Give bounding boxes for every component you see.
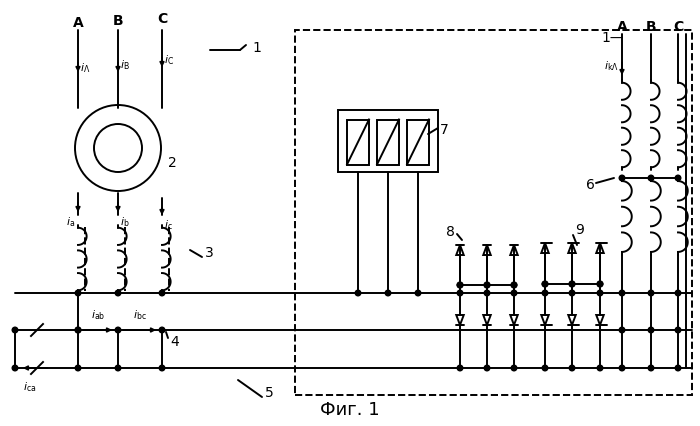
Circle shape xyxy=(676,365,681,371)
Circle shape xyxy=(569,365,575,371)
Circle shape xyxy=(457,365,463,371)
Text: C: C xyxy=(673,20,683,34)
Circle shape xyxy=(676,175,681,181)
Circle shape xyxy=(511,282,517,288)
Circle shape xyxy=(484,282,490,288)
Circle shape xyxy=(484,365,490,371)
Circle shape xyxy=(648,365,654,371)
Circle shape xyxy=(597,290,603,296)
Circle shape xyxy=(484,282,490,288)
Circle shape xyxy=(569,281,575,287)
Circle shape xyxy=(484,290,490,296)
Text: $i_\mathrm{k\Lambda}$: $i_\mathrm{k\Lambda}$ xyxy=(604,59,619,73)
Circle shape xyxy=(75,290,80,296)
Circle shape xyxy=(12,327,18,333)
Circle shape xyxy=(676,290,681,296)
Circle shape xyxy=(542,281,548,287)
Text: Фиг. 1: Фиг. 1 xyxy=(320,401,380,419)
Text: $i_\Lambda$: $i_\Lambda$ xyxy=(80,61,90,75)
Text: A: A xyxy=(617,20,627,34)
Circle shape xyxy=(569,290,575,296)
Text: 4: 4 xyxy=(170,335,178,349)
Bar xyxy=(338,110,438,172)
Text: 7: 7 xyxy=(440,123,449,137)
Circle shape xyxy=(159,290,164,296)
Bar xyxy=(377,120,399,164)
Text: $i_\mathrm{a}$: $i_\mathrm{a}$ xyxy=(66,215,75,229)
Circle shape xyxy=(597,281,603,287)
Circle shape xyxy=(597,281,603,287)
Text: 9: 9 xyxy=(575,223,584,237)
Text: C: C xyxy=(157,12,167,26)
Circle shape xyxy=(457,290,463,296)
Circle shape xyxy=(116,327,121,333)
Circle shape xyxy=(676,327,681,333)
Circle shape xyxy=(12,365,18,371)
Circle shape xyxy=(457,282,463,288)
Text: 3: 3 xyxy=(205,246,214,260)
Text: 1—: 1— xyxy=(601,31,624,45)
Circle shape xyxy=(542,281,548,287)
Circle shape xyxy=(116,365,121,371)
Text: B: B xyxy=(645,20,657,34)
Circle shape xyxy=(511,290,517,296)
Circle shape xyxy=(75,327,80,333)
Circle shape xyxy=(355,290,360,296)
Circle shape xyxy=(159,365,164,371)
Circle shape xyxy=(620,290,625,296)
Circle shape xyxy=(159,327,164,333)
Text: 2: 2 xyxy=(168,156,176,170)
Circle shape xyxy=(620,365,625,371)
Text: 5: 5 xyxy=(265,386,274,400)
Circle shape xyxy=(648,290,654,296)
Text: A: A xyxy=(73,16,83,30)
Circle shape xyxy=(457,282,463,288)
Circle shape xyxy=(385,290,391,296)
Circle shape xyxy=(569,281,575,287)
Circle shape xyxy=(75,327,80,333)
Circle shape xyxy=(597,365,603,371)
Text: $i_\mathrm{B}$: $i_\mathrm{B}$ xyxy=(120,58,130,72)
Circle shape xyxy=(116,290,121,296)
Circle shape xyxy=(620,327,625,333)
Bar xyxy=(347,120,369,164)
Circle shape xyxy=(511,282,517,288)
Text: $i_\mathrm{bc}$: $i_\mathrm{bc}$ xyxy=(133,308,147,322)
Circle shape xyxy=(415,290,421,296)
Text: 1: 1 xyxy=(252,41,261,55)
Text: $i_\mathrm{ab}$: $i_\mathrm{ab}$ xyxy=(91,308,105,322)
Text: 6: 6 xyxy=(586,178,595,192)
Circle shape xyxy=(648,175,654,181)
Text: $i_\mathrm{b}$: $i_\mathrm{b}$ xyxy=(120,215,130,229)
Circle shape xyxy=(648,327,654,333)
Circle shape xyxy=(620,175,625,181)
Text: B: B xyxy=(113,14,123,28)
Circle shape xyxy=(511,365,517,371)
Text: 8: 8 xyxy=(446,225,455,239)
Bar xyxy=(295,30,692,395)
Circle shape xyxy=(542,290,548,296)
Text: $i_\mathrm{C}$: $i_\mathrm{C}$ xyxy=(164,53,174,67)
Text: $i_\mathrm{c}$: $i_\mathrm{c}$ xyxy=(164,218,173,232)
Bar xyxy=(407,120,429,164)
Text: $i_\mathrm{ca}$: $i_\mathrm{ca}$ xyxy=(23,380,36,394)
Circle shape xyxy=(542,365,548,371)
Circle shape xyxy=(75,365,80,371)
